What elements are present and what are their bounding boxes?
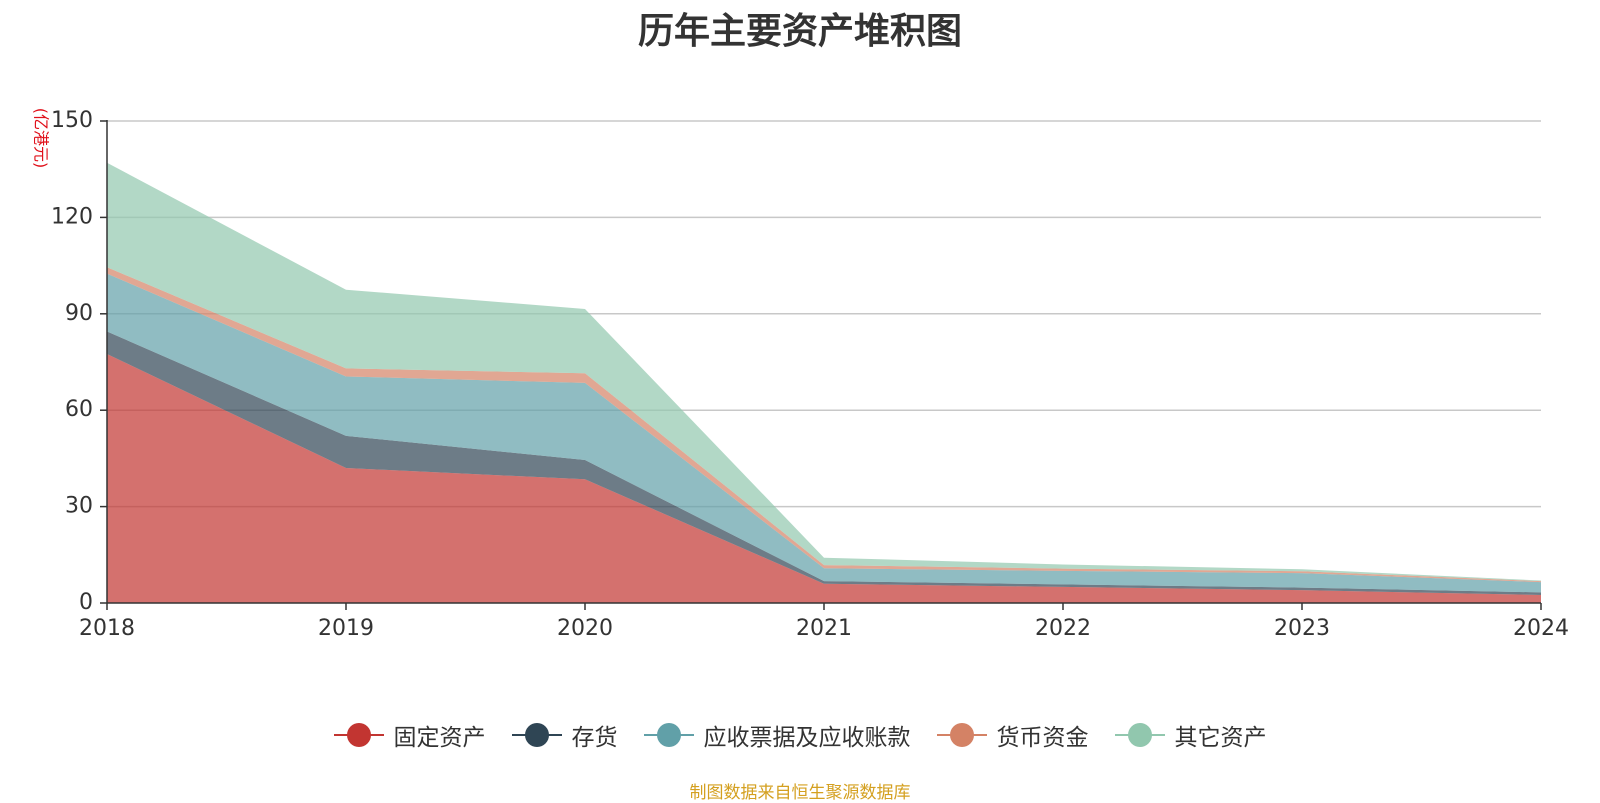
y-tick-label: 120 [51,204,93,229]
area-series-2[interactable] [107,273,1541,593]
y-tick-label: 150 [51,108,93,133]
legend-label: 货币资金 [996,725,1089,751]
x-tick-label: 2020 [557,616,613,641]
legend-item[interactable]: 存货 [511,718,618,752]
legend-item[interactable]: 其它资产 [1114,718,1267,752]
axis-layer: 0 30 60 90 120 150 2018 2019 2020 2021 2022 2023 202… [51,108,1569,641]
y-tick-label: 0 [79,590,93,615]
area-series-1[interactable] [107,331,1541,595]
legend-marker-icon [511,722,562,748]
x-tick-label: 2022 [1035,616,1091,641]
legend-label: 存货 [571,725,618,751]
legend-marker-icon [936,722,987,748]
x-tick-label: 2021 [796,616,852,641]
source-footer: 制图数据来自恒生聚源数据库 [689,783,911,803]
x-tick-label: 2024 [1513,616,1569,641]
y-tick-label: 90 [65,301,93,326]
legend-item[interactable]: 应收票据及应收账款 [643,718,911,752]
legend-label: 应收票据及应收账款 [703,725,911,751]
y-axis-unit-label: (亿港元) [32,108,51,169]
chart-title: 历年主要资产堆积图 [637,11,962,52]
area-series-0[interactable] [107,353,1541,603]
legend-marker-icon [333,722,384,748]
y-tick-label: 60 [65,397,93,422]
x-tick-label: 2023 [1274,616,1330,641]
legend-marker-icon [1114,722,1165,748]
legend-label: 固定资产 [393,725,486,751]
legend-item[interactable]: 固定资产 [333,718,486,752]
y-tick-label: 30 [65,494,93,519]
legend-item[interactable]: 货币资金 [936,718,1089,752]
legend-label: 其它资产 [1174,725,1267,751]
legend: 固定资产 存货 应收票据及应收账款 货币资金 其它资产 [0,718,1600,752]
x-tick-label: 2018 [79,616,135,641]
area-layer [107,162,1541,603]
x-tick-label: 2019 [318,616,374,641]
legend-marker-icon [643,722,694,748]
